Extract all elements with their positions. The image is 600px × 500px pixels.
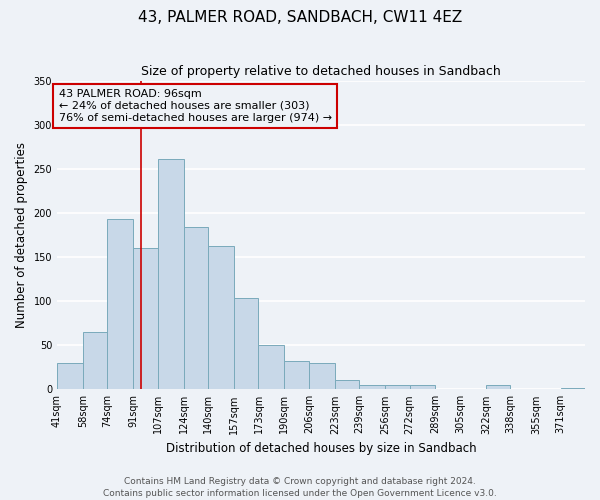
Bar xyxy=(133,248,158,390)
Y-axis label: Number of detached properties: Number of detached properties xyxy=(15,142,28,328)
Bar xyxy=(208,246,234,390)
Bar xyxy=(284,361,309,390)
Bar xyxy=(359,385,385,390)
Bar xyxy=(259,345,284,390)
Text: 43, PALMER ROAD, SANDBACH, CW11 4EZ: 43, PALMER ROAD, SANDBACH, CW11 4EZ xyxy=(138,10,462,25)
Title: Size of property relative to detached houses in Sandbach: Size of property relative to detached ho… xyxy=(141,65,501,78)
Bar xyxy=(560,388,585,390)
Text: 43 PALMER ROAD: 96sqm
← 24% of detached houses are smaller (303)
76% of semi-det: 43 PALMER ROAD: 96sqm ← 24% of detached … xyxy=(59,90,332,122)
Bar xyxy=(410,385,436,390)
Text: Contains HM Land Registry data © Crown copyright and database right 2024.
Contai: Contains HM Land Registry data © Crown c… xyxy=(103,476,497,498)
Bar xyxy=(335,380,359,390)
Bar xyxy=(57,363,83,390)
X-axis label: Distribution of detached houses by size in Sandbach: Distribution of detached houses by size … xyxy=(166,442,476,455)
Bar xyxy=(158,159,184,390)
Bar xyxy=(309,363,335,390)
Bar xyxy=(83,332,107,390)
Bar xyxy=(385,385,410,390)
Bar xyxy=(234,298,259,390)
Bar xyxy=(107,219,133,390)
Bar xyxy=(184,227,208,390)
Bar xyxy=(486,385,510,390)
